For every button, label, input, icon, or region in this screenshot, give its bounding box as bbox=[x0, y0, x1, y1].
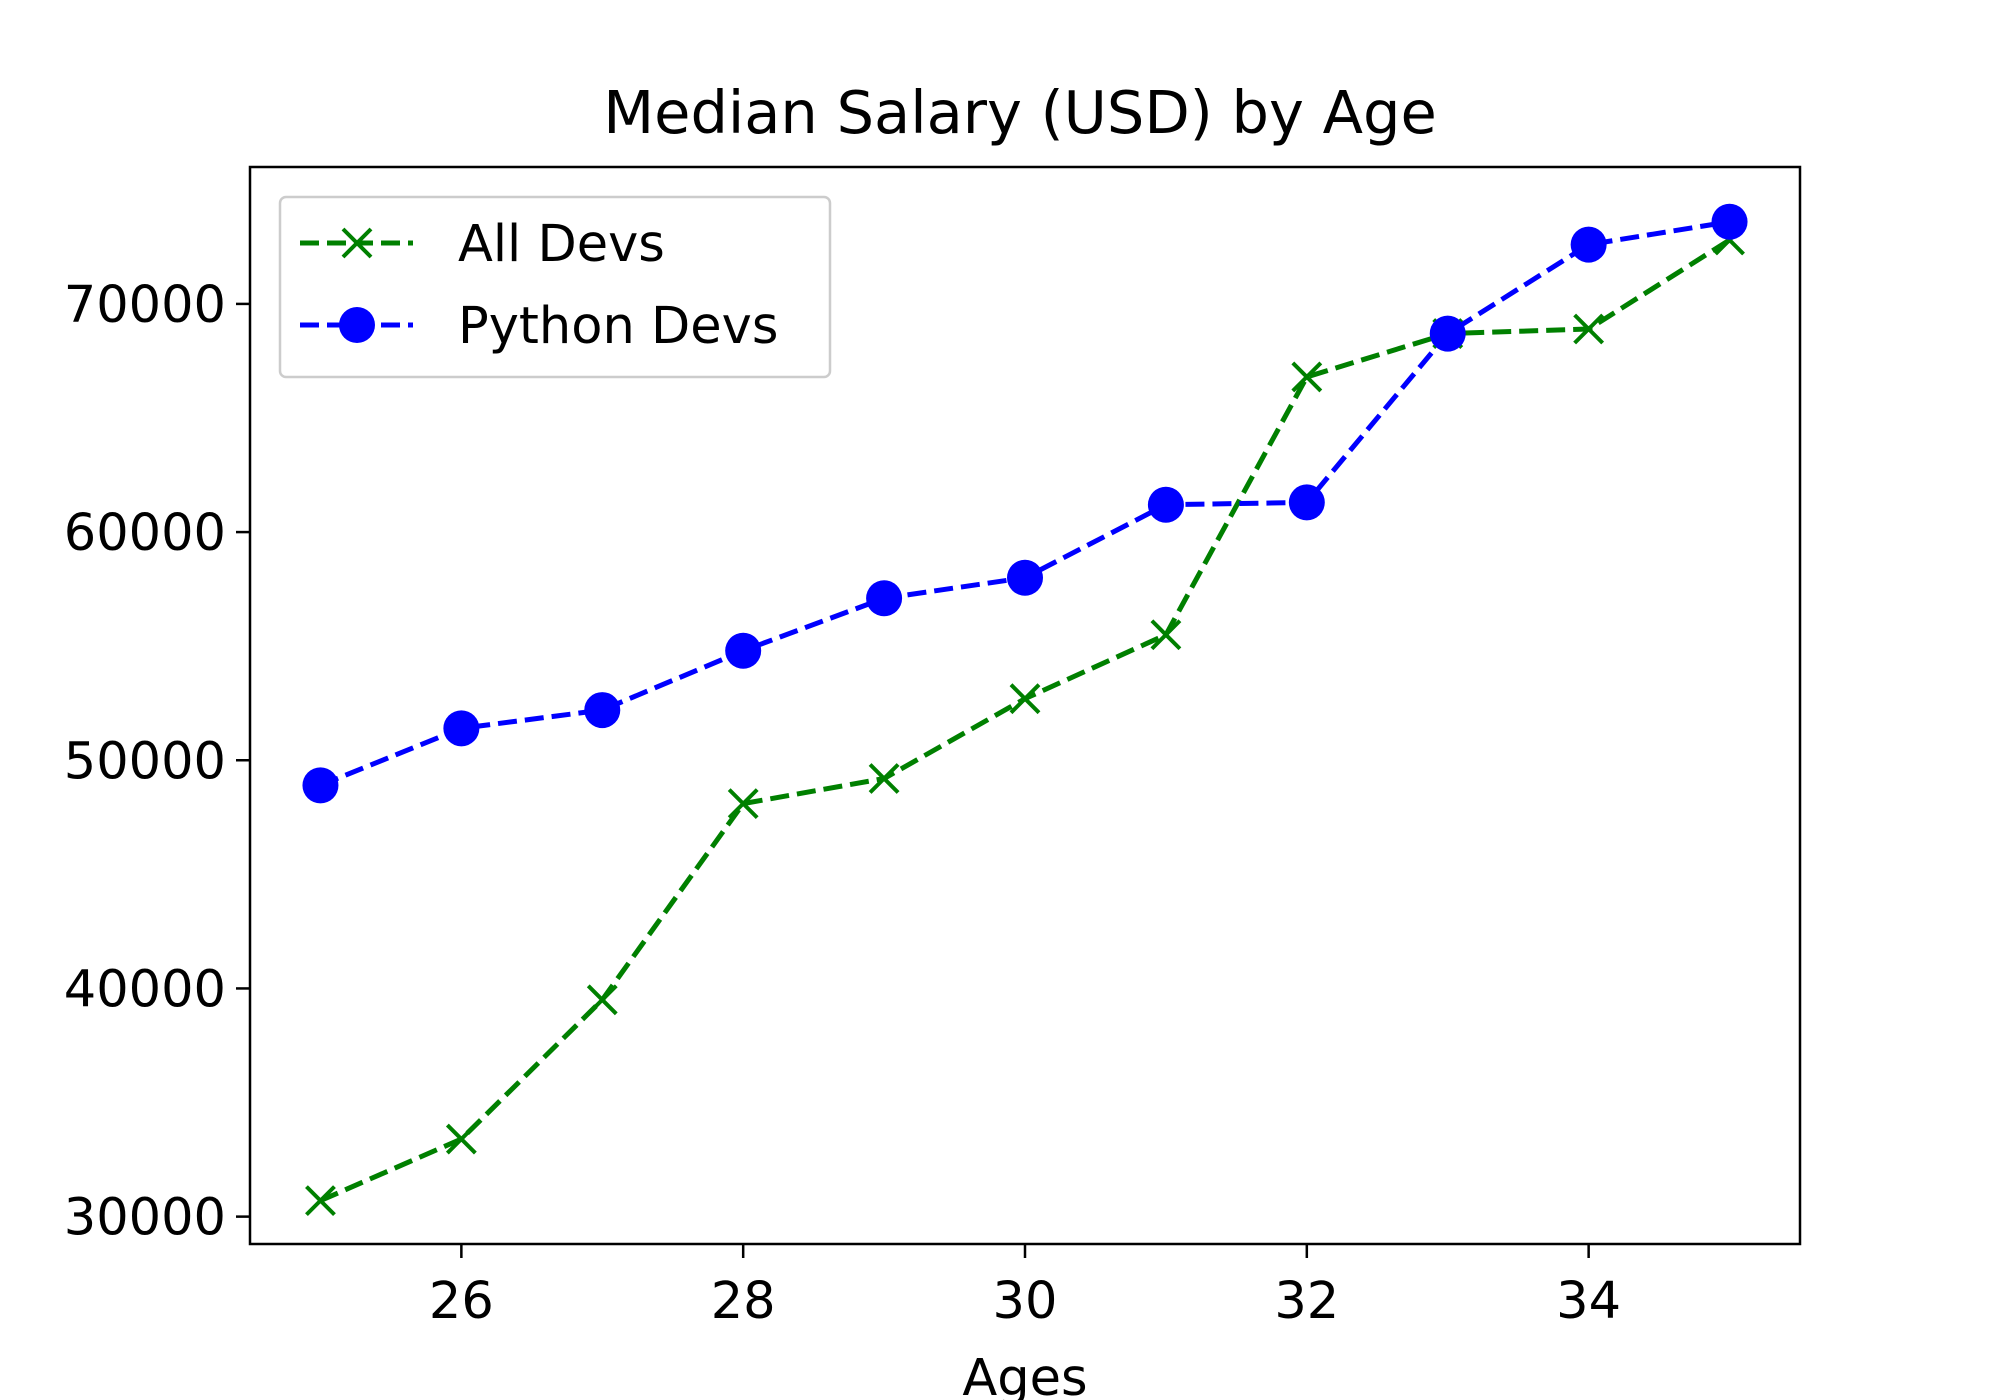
data-point-all-devs bbox=[586, 984, 618, 1016]
data-point-all-devs bbox=[1573, 313, 1605, 345]
x-tick-label: 34 bbox=[1556, 1272, 1621, 1331]
data-point-all-devs bbox=[1291, 361, 1323, 393]
x-tick-label: 30 bbox=[993, 1272, 1058, 1331]
data-point-python-devs bbox=[443, 710, 480, 747]
data-point-python-devs bbox=[1007, 559, 1043, 596]
data-point-python-devs bbox=[1147, 486, 1184, 523]
y-tick-label: 50000 bbox=[64, 732, 226, 791]
data-point-all-devs bbox=[868, 763, 900, 794]
data-point-all-devs bbox=[1009, 683, 1041, 715]
data-point-all-devs bbox=[445, 1123, 477, 1155]
data-point-python-devs bbox=[1570, 226, 1607, 263]
y-tick-label: 40000 bbox=[64, 960, 226, 1019]
data-point-python-devs bbox=[584, 692, 621, 729]
data-point-all-devs bbox=[305, 1185, 336, 1217]
legend: All Devs Python Devs bbox=[278, 195, 832, 379]
legend-marker-python-devs bbox=[339, 307, 375, 343]
legend-box bbox=[278, 195, 832, 379]
y-tick-label: 60000 bbox=[64, 504, 226, 563]
legend-label-python-devs: Python Devs bbox=[458, 297, 778, 356]
data-point-python-devs bbox=[1288, 484, 1325, 521]
data-point-python-devs bbox=[866, 580, 903, 617]
y-tick-label: 30000 bbox=[64, 1189, 226, 1248]
x-axis-label: Ages bbox=[962, 1349, 1087, 1400]
y-axis: 30000 40000 50000 60000 70000 bbox=[64, 276, 250, 1248]
legend-label-all-devs: All Devs bbox=[458, 215, 665, 274]
data-point-all-devs bbox=[1150, 619, 1182, 651]
x-tick-label: 26 bbox=[429, 1272, 494, 1331]
data-point-python-devs bbox=[1429, 315, 1466, 352]
data-point-python-devs bbox=[725, 632, 762, 669]
data-point-python-devs bbox=[1711, 203, 1748, 240]
chart-title: Median Salary (USD) by Age bbox=[603, 78, 1437, 147]
x-tick-label: 28 bbox=[711, 1272, 776, 1331]
data-point-all-devs bbox=[727, 788, 759, 820]
x-axis: 26 28 30 32 34 bbox=[429, 1244, 1621, 1331]
legend-marker-all-devs bbox=[341, 227, 373, 259]
plot-series bbox=[302, 203, 1748, 1217]
x-tick-label: 32 bbox=[1274, 1272, 1339, 1331]
y-tick-label: 70000 bbox=[64, 276, 226, 335]
data-point-python-devs bbox=[302, 767, 339, 804]
